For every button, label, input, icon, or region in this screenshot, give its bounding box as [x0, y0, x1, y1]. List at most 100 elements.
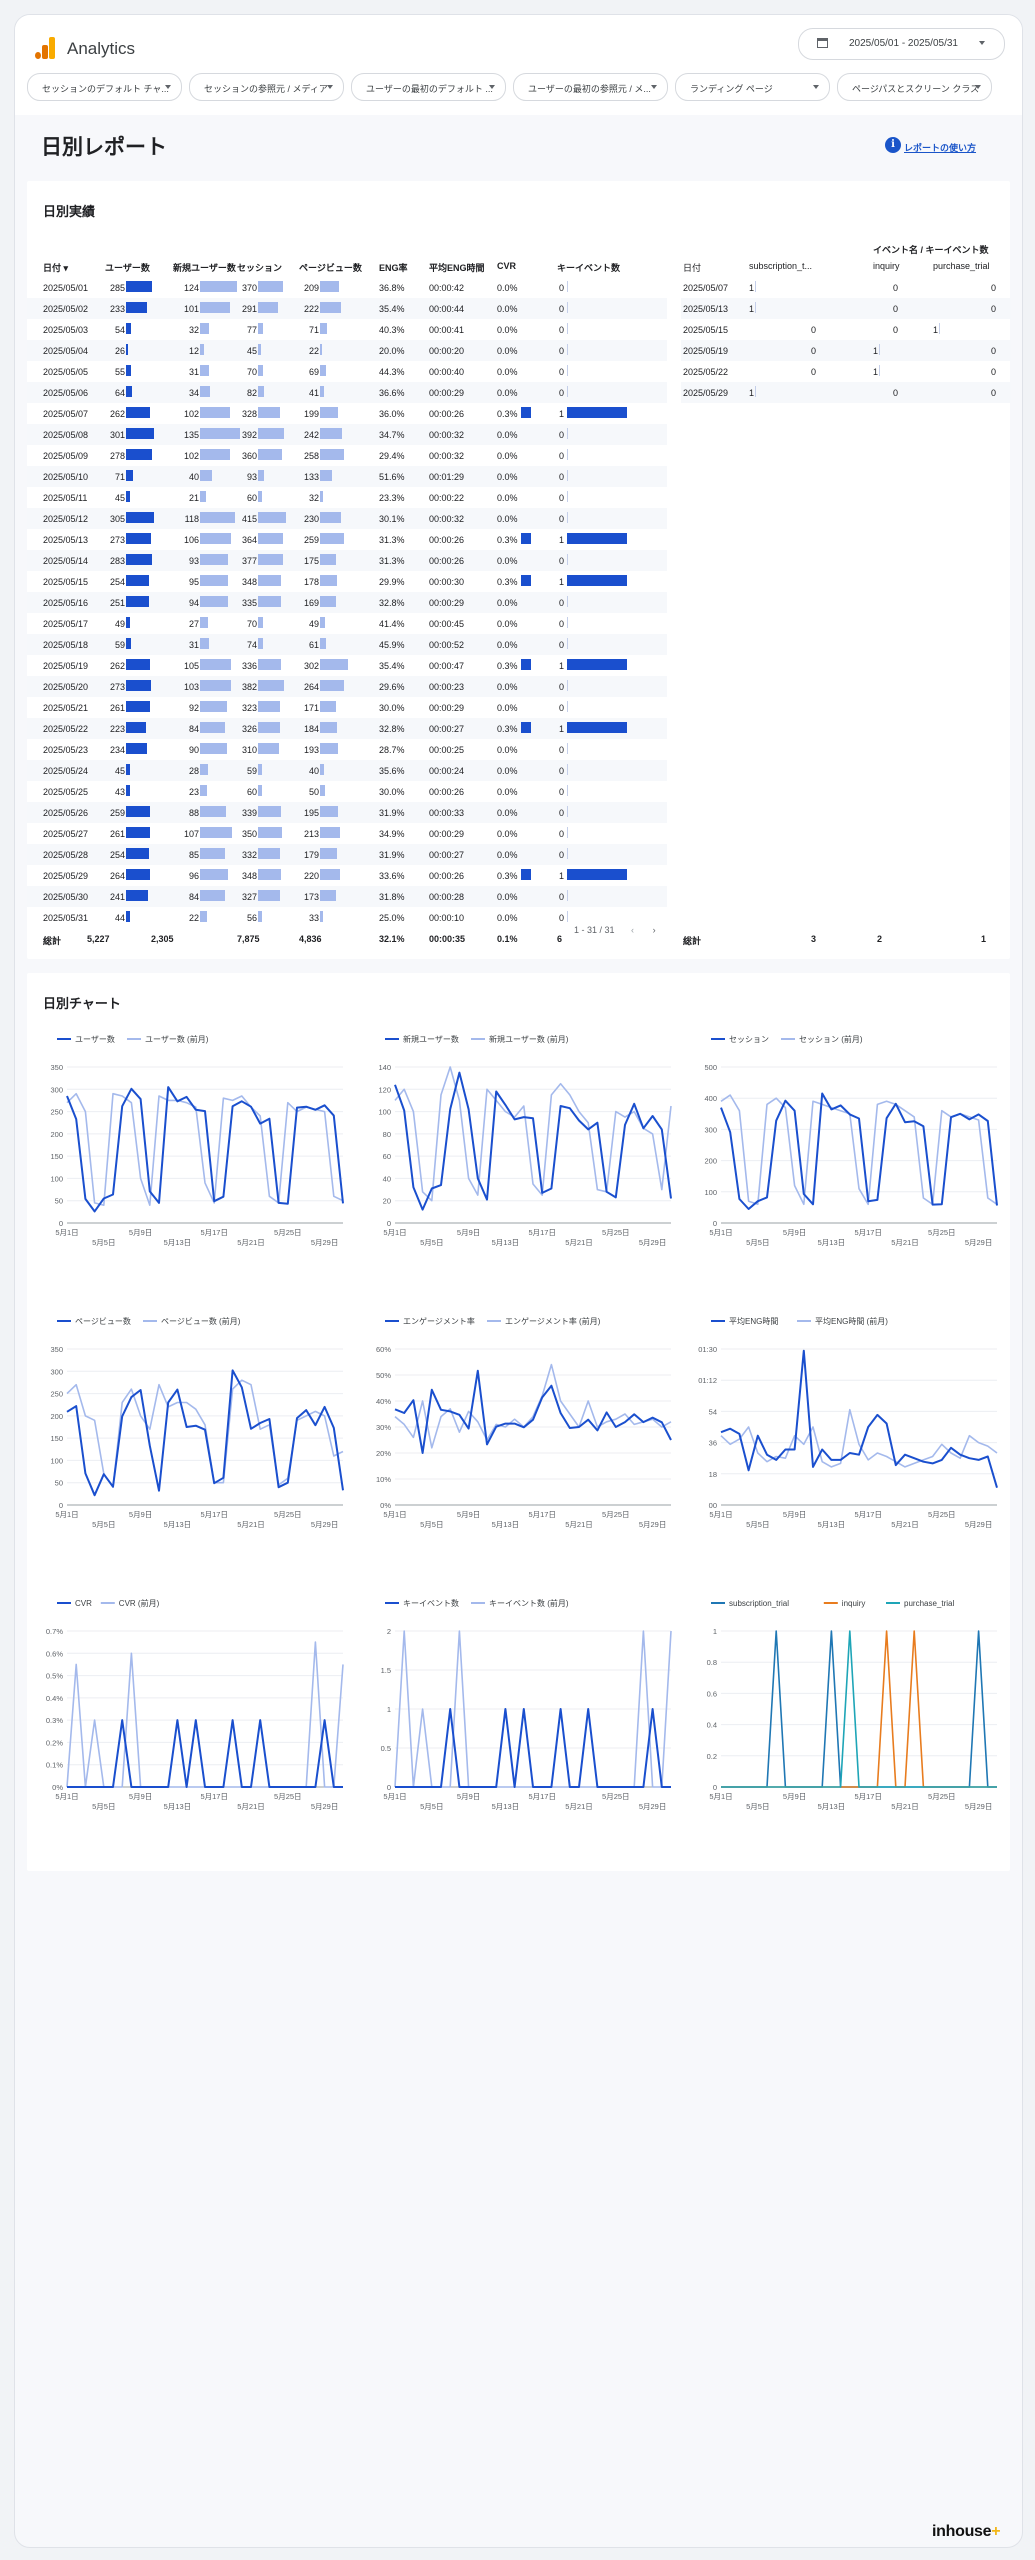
x-tick-label: 5月1日 — [709, 1228, 732, 1237]
value-bar — [200, 869, 229, 880]
table-row[interactable]: 2025/05/08 301 135 392 242 34.7% 00:00:32 0.0% 0 — [27, 424, 667, 445]
value-bar — [320, 533, 344, 544]
column-header[interactable]: ENG率 — [379, 263, 408, 273]
table-row[interactable]: 2025/05/02 233 101 291 222 35.4% 00:00:44 0.0% 0 — [27, 298, 667, 319]
table-cell: 0 — [559, 787, 565, 797]
cvr-bar — [521, 575, 531, 586]
table-cell: 0 — [559, 556, 565, 566]
table-cell: 0.0% — [497, 619, 518, 629]
series-line-current — [394, 1071, 672, 1211]
next-page-icon[interactable]: › — [652, 925, 656, 935]
table-row[interactable]: 2025/05/06 64 34 82 41 36.6% 00:00:29 0.0% 0 — [27, 382, 667, 403]
table-row[interactable]: 2025/05/12 305 118 415 230 30.1% 00:00:32 0.0% 0 — [27, 508, 667, 529]
filter-dropdown[interactable]: セッションのデフォルト チャ... — [27, 73, 182, 101]
event-column-header[interactable]: subscription_t... — [749, 261, 813, 271]
line-chart[interactable]: ページビュー数 ページビュー数 (前月) 0 50 100 150 200 250 300 350… — [39, 1303, 349, 1543]
table-cell: 327 — [241, 892, 257, 902]
table-row[interactable]: 2025/05/11 45 21 60 32 23.3% 00:00:22 0.0% 0 — [27, 487, 667, 508]
table-row[interactable]: 2025/05/23 234 90 310 193 28.7% 00:00:25 0.0% 0 — [27, 739, 667, 760]
daily-charts-card: 日別チャート ユーザー数 ユーザー数 (前月) 0 50 100 150 200 250 300… — [27, 973, 1010, 1871]
y-tick-label: 0.1% — [46, 1761, 63, 1770]
table-cell: 45 — [246, 346, 257, 356]
value-bar — [320, 554, 337, 565]
column-header[interactable]: 新規ユーザー数 — [173, 263, 236, 273]
total-value: 00:00:35 — [429, 934, 466, 944]
total-value: 3 — [811, 934, 817, 944]
line-chart[interactable]: CVR CVR (前月) 0% 0.1% 0.2% 0.3% 0.4% 0.5% 0.6% 0.7… — [39, 1585, 349, 1825]
table-row[interactable]: 2025/05/14 283 93 377 175 31.3% 00:00:26 0.0% 0 — [27, 550, 667, 571]
table-cell: 00:00:26 — [429, 409, 465, 419]
value-bar — [126, 407, 151, 418]
table-row[interactable]: 2025/05/27 261 107 350 213 34.9% 00:00:29 0.0% 0 — [27, 823, 667, 844]
line-chart[interactable]: セッション セッション (前月) 0 100 200 300 400 500 5月1日 5月5日 5… — [693, 1021, 1003, 1261]
table-row[interactable]: 2025/05/04 26 12 45 22 20.0% 00:00:20 0.0% 0 — [27, 340, 667, 361]
table-row[interactable]: 2025/05/29 264 96 348 220 33.6% 00:00:26 0.3% 1 — [27, 865, 667, 886]
column-header[interactable]: キーイベント数 — [557, 263, 621, 273]
table-row[interactable]: 2025/05/16 251 94 335 169 32.8% 00:00:29 0.0% 0 — [27, 592, 667, 613]
table-row[interactable]: 2025/05/22 223 84 326 184 32.8% 00:00:27 0.3% 1 — [27, 718, 667, 739]
event-table-row[interactable]: 2025/05/29 1 0 0 — [681, 382, 1011, 403]
table-cell: 0 — [559, 493, 565, 503]
event-table-row[interactable]: 2025/05/07 1 0 0 — [681, 277, 1011, 298]
event-column-header[interactable]: 日付 — [683, 263, 702, 273]
filter-dropdown[interactable]: ランディング ページ — [675, 73, 830, 101]
table-cell: 2025/05/12 — [43, 514, 89, 524]
table-row[interactable]: 2025/05/17 49 27 70 49 41.4% 00:00:45 0.0% 0 — [27, 613, 667, 634]
table-row[interactable]: 2025/05/26 259 88 339 195 31.9% 00:00:33 0.0% 0 — [27, 802, 667, 823]
y-tick-label: 01:12 — [698, 1376, 717, 1385]
table-cell: 35.4% — [379, 661, 405, 671]
value-bar — [258, 428, 285, 439]
line-chart[interactable]: 新規ユーザー数 新規ユーザー数 (前月) 0 20 40 60 80 100 120 140 5月1… — [367, 1021, 677, 1261]
event-table-row[interactable]: 2025/05/13 1 0 0 — [681, 298, 1011, 319]
event-table-row[interactable]: 2025/05/19 0 1 0 — [681, 340, 1011, 361]
table-cell: 0 — [811, 367, 817, 377]
column-header[interactable]: 平均ENG時間 — [429, 263, 485, 273]
prev-page-icon[interactable]: ‹ — [631, 925, 635, 935]
event-column-header[interactable]: purchase_trial — [933, 261, 990, 271]
table-row[interactable]: 2025/05/19 262 105 336 302 35.4% 00:00:47 0.3% 1 — [27, 655, 667, 676]
column-header[interactable]: セッション — [237, 263, 283, 273]
table-row[interactable]: 2025/05/03 54 32 77 71 40.3% 00:00:41 0.0% 0 — [27, 319, 667, 340]
table-row[interactable]: 2025/05/20 273 103 382 264 29.6% 00:00:23 0.0% 0 — [27, 676, 667, 697]
legend-label: 新規ユーザー数 — [403, 1034, 459, 1044]
line-chart[interactable]: 平均ENG時間 平均ENG時間 (前月) 00 18 36 54 01:12 01:30 5月1… — [693, 1303, 1003, 1543]
key-event-bar — [567, 785, 568, 796]
event-table-row[interactable]: 2025/05/22 0 1 0 — [681, 361, 1011, 382]
event-table-row[interactable]: 2025/05/15 0 0 1 — [681, 319, 1011, 340]
value-bar — [320, 428, 343, 439]
column-header[interactable]: ユーザー数 — [105, 263, 150, 273]
event-column-header[interactable]: inquiry — [873, 261, 900, 271]
line-chart[interactable]: エンゲージメント率 エンゲージメント率 (前月) 0% 10% 20% 30% 40% 50%… — [367, 1303, 677, 1543]
filter-dropdown[interactable]: セッションの参照元 / メディア — [189, 73, 344, 101]
table-cell: 00:00:45 — [429, 619, 465, 629]
table-row[interactable]: 2025/05/07 262 102 328 199 36.0% 00:00:26 0.3% 1 — [27, 403, 667, 424]
column-header[interactable]: CVR — [497, 261, 517, 271]
table-cell: 27 — [188, 619, 199, 629]
table-row[interactable]: 2025/05/10 71 40 93 133 51.6% 00:01:29 0.0% 0 — [27, 466, 667, 487]
table-cell: 0 — [991, 346, 997, 356]
table-row[interactable]: 2025/05/25 43 23 60 50 30.0% 00:00:26 0.0% 0 — [27, 781, 667, 802]
table-row[interactable]: 2025/05/21 261 92 323 171 30.0% 00:00:29 0.0% 0 — [27, 697, 667, 718]
table-row[interactable]: 2025/05/01 285 124 370 209 36.8% 00:00:42 0.0% 0 — [27, 277, 667, 298]
column-header[interactable]: 日付 ▾ — [43, 263, 69, 273]
table-row[interactable]: 2025/05/18 59 31 74 61 45.9% 00:00:52 0.0% 0 — [27, 634, 667, 655]
filter-dropdown[interactable]: ユーザーの最初の参照元 / メ... — [513, 73, 668, 101]
table-row[interactable]: 2025/05/24 45 28 59 40 35.6% 00:00:24 0.0% 0 — [27, 760, 667, 781]
filter-dropdown[interactable]: ページパスとスクリーン クラス — [837, 73, 992, 101]
line-chart[interactable]: ユーザー数 ユーザー数 (前月) 0 50 100 150 200 250 300 350 5月1日… — [39, 1021, 349, 1261]
table-row[interactable]: 2025/05/13 273 106 364 259 31.3% 00:00:26 0.3% 1 — [27, 529, 667, 550]
date-range-picker[interactable]: 2025/05/01 - 2025/05/31 — [798, 28, 1005, 60]
table-row[interactable]: 2025/05/28 254 85 332 179 31.9% 00:00:27 0.0% 0 — [27, 844, 667, 865]
filter-dropdown[interactable]: ユーザーの最初のデフォルト ... — [351, 73, 506, 101]
table-row[interactable]: 2025/05/15 254 95 348 178 29.9% 00:00:30 0.3% 1 — [27, 571, 667, 592]
table-row[interactable]: 2025/05/30 241 84 327 173 31.8% 00:00:28 0.0% 0 — [27, 886, 667, 907]
table-row[interactable]: 2025/05/09 278 102 360 258 29.4% 00:00:32 0.0% 0 — [27, 445, 667, 466]
report-guide-link[interactable]: i レポートの使い方 — [885, 137, 976, 154]
line-chart[interactable]: キーイベント数 キーイベント数 (前月) 0 0.5 1 1.5 2 5月1日 5月5日 5月9日… — [367, 1585, 677, 1825]
table-row[interactable]: 2025/05/31 44 22 56 33 25.0% 00:00:10 0.0% 0 — [27, 907, 667, 928]
line-chart[interactable]: subscription_trial inquiry purchase_trial 0… — [693, 1585, 1003, 1825]
table-cell: 0.0% — [497, 430, 518, 440]
table-row[interactable]: 2025/05/05 55 31 70 69 44.3% 00:00:40 0.0% 0 — [27, 361, 667, 382]
column-header[interactable]: ページビュー数 — [299, 263, 362, 273]
key-event-bar — [567, 743, 568, 754]
